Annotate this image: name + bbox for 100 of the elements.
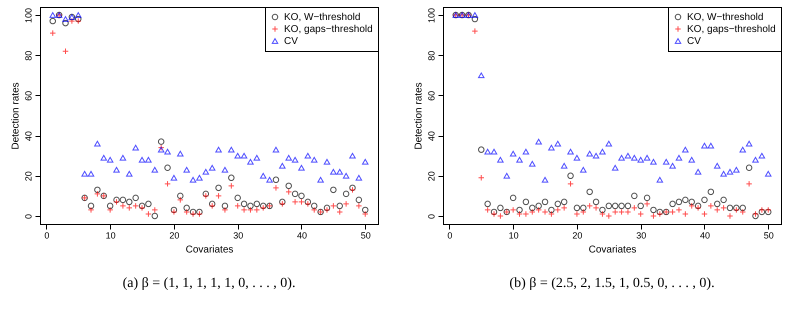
point	[592, 204, 600, 212]
point	[158, 146, 164, 153]
point	[644, 154, 650, 161]
point	[720, 170, 727, 177]
point	[522, 148, 530, 155]
point	[132, 194, 139, 202]
point	[50, 12, 56, 18]
point	[688, 202, 695, 210]
point	[164, 148, 171, 155]
point	[637, 156, 644, 163]
point	[484, 148, 491, 155]
point	[260, 172, 266, 179]
point	[529, 208, 536, 216]
point	[694, 168, 702, 175]
point	[113, 166, 120, 173]
point	[739, 204, 746, 212]
point	[535, 206, 542, 214]
point	[720, 204, 727, 212]
point	[330, 202, 337, 210]
point	[510, 194, 516, 202]
point	[356, 174, 362, 181]
point	[746, 164, 752, 171]
point	[356, 202, 362, 210]
point	[631, 192, 638, 200]
point	[560, 204, 568, 212]
point	[548, 206, 555, 214]
point	[222, 202, 228, 210]
point	[739, 146, 746, 153]
point	[336, 208, 343, 216]
point	[336, 168, 343, 175]
y-tick-label: 80	[24, 50, 34, 61]
point	[272, 184, 280, 192]
point	[478, 72, 485, 78]
point	[215, 184, 222, 192]
x-tick-label: 50	[360, 230, 371, 240]
point	[574, 204, 580, 212]
point	[362, 210, 368, 218]
point	[81, 170, 88, 177]
point	[292, 198, 298, 206]
point	[202, 168, 210, 175]
point	[739, 208, 746, 216]
x-tick-label: 20	[572, 230, 582, 240]
point	[504, 172, 510, 179]
point	[138, 156, 146, 163]
legend-label: CV	[284, 36, 298, 47]
point	[644, 194, 650, 202]
point	[599, 210, 606, 218]
point	[650, 206, 657, 214]
point	[708, 188, 714, 196]
point	[606, 212, 612, 220]
point	[342, 190, 350, 198]
point	[292, 156, 298, 163]
point	[701, 196, 708, 204]
point	[145, 156, 152, 163]
point	[120, 154, 126, 161]
point	[177, 196, 184, 204]
point	[247, 206, 254, 214]
point	[752, 156, 759, 163]
point	[106, 156, 114, 163]
point	[336, 202, 343, 210]
legend-label: KO, W−threshold	[687, 12, 764, 23]
point	[240, 206, 248, 214]
point	[356, 196, 362, 204]
point	[190, 176, 196, 183]
x-tick-label: 20	[169, 230, 180, 240]
point	[637, 210, 644, 218]
point	[472, 28, 478, 34]
point	[554, 140, 562, 146]
y-tick-label: 0	[426, 214, 436, 219]
point	[516, 206, 523, 214]
point	[310, 156, 318, 163]
point	[516, 210, 523, 218]
y-tick-label: 20	[426, 171, 436, 182]
point	[254, 154, 260, 161]
point	[497, 212, 504, 220]
point	[164, 180, 171, 188]
point	[656, 176, 664, 183]
point	[592, 198, 600, 206]
point	[529, 160, 536, 167]
x-tick-label: 40	[700, 230, 710, 240]
x-axis-title: Covariates	[588, 244, 636, 256]
y-tick-label: 60	[24, 90, 34, 101]
y-axis-title: Detection rates	[10, 82, 22, 150]
point	[516, 156, 523, 163]
point	[279, 162, 286, 169]
point	[68, 18, 76, 24]
point	[631, 204, 638, 212]
point	[606, 140, 612, 146]
point	[676, 154, 682, 161]
point	[158, 138, 164, 145]
point	[330, 168, 337, 175]
point	[120, 202, 126, 210]
point	[688, 198, 695, 206]
y-tick-label: 40	[426, 131, 436, 142]
point	[746, 180, 752, 188]
point	[75, 12, 82, 18]
point	[177, 192, 184, 200]
point	[362, 206, 368, 214]
point	[682, 146, 689, 153]
point	[234, 194, 241, 202]
